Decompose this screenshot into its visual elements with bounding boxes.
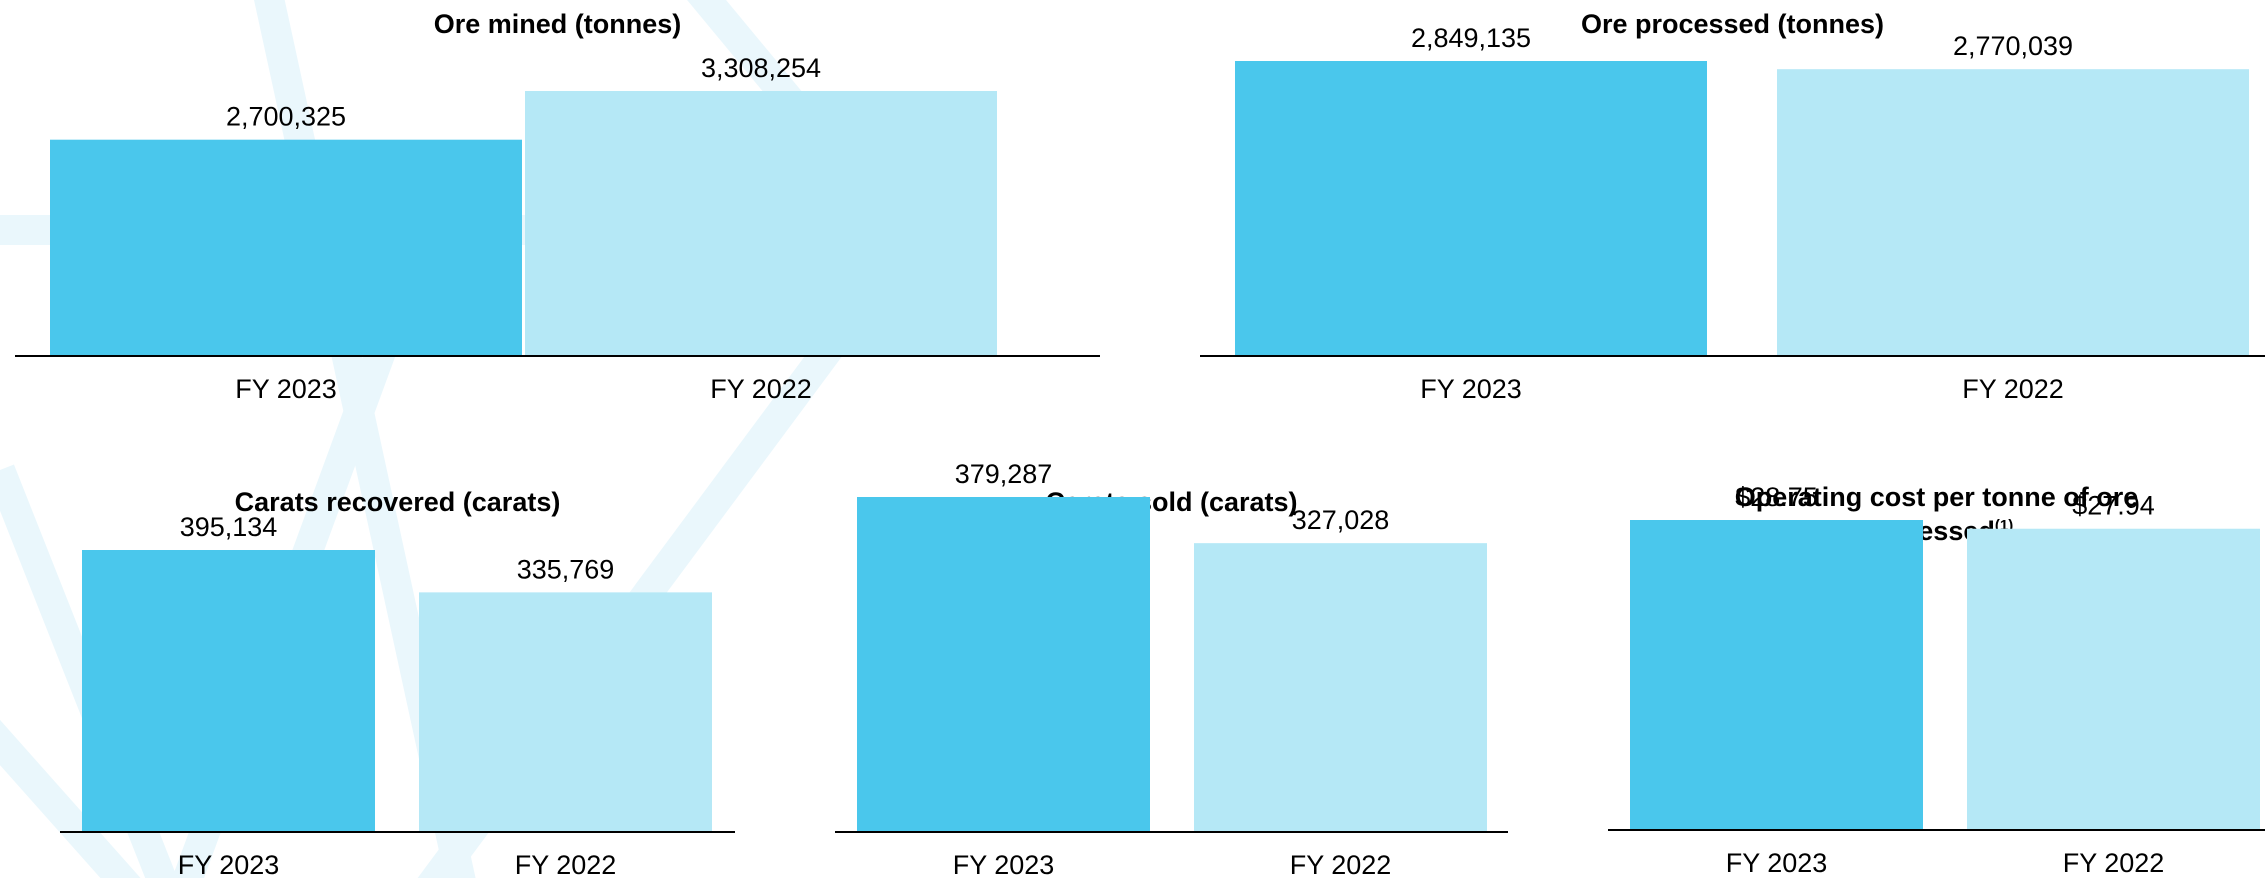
bar-fy-2022 [525, 91, 997, 356]
bar-fy-2022 [1194, 543, 1487, 832]
bar-chart-svg: $28.75 FY 2023 $27.94 FY 2022 [1608, 482, 2265, 878]
data-label: $27.94 [2072, 491, 2155, 521]
x-tick-label: FY 2023 [1420, 374, 1522, 404]
data-label: 2,849,135 [1411, 23, 1531, 53]
chart-carats-sold: Carats sold (carats) 379,287 FY 2023 327,0… [835, 459, 1508, 878]
x-tick-label: FY 2023 [178, 850, 280, 878]
bar-fy-2023 [857, 497, 1150, 832]
chart-operating-cost: Operating cost per tonne of ore processe… [1608, 470, 2265, 878]
bar-fy-2023 [50, 139, 522, 356]
data-label: 335,769 [517, 554, 615, 584]
bar-fy-2022 [1777, 69, 2249, 357]
bar-fy-2023 [82, 550, 375, 832]
bar-fy-2022 [1967, 528, 2260, 830]
x-tick-label: FY 2022 [1962, 374, 2064, 404]
chart-title: Ore processed (tonnes) [1580, 9, 1885, 39]
data-label: 3,308,254 [701, 53, 821, 83]
x-tick-label: FY 2022 [710, 374, 812, 404]
x-tick-label: FY 2023 [953, 850, 1055, 878]
chart-title-line1: Operating cost per tonne of ore [1734, 482, 2139, 512]
x-tick-label: FY 2022 [2063, 848, 2165, 878]
bar-fy-2023 [1630, 520, 1923, 830]
chart-ore-processed: Ore processed (tonnes) 2,849,135 FY 2023 2… [1200, 0, 2265, 410]
data-label: $28.75 [1735, 482, 1818, 512]
x-tick-label: FY 2023 [1726, 848, 1828, 878]
data-label: 2,700,325 [226, 102, 346, 132]
x-tick-label: FY 2023 [235, 374, 337, 404]
bar-chart-svg: 379,287 FY 2023 327,028 FY 2022 [835, 459, 1508, 878]
chart-title: Ore mined (tonnes) [433, 9, 682, 39]
data-label: 2,770,039 [1953, 31, 2073, 61]
bar-fy-2023 [1235, 61, 1707, 356]
chart-title: Carats recovered (carats) [234, 487, 561, 517]
bar-chart-svg: 2,849,135 FY 2023 2,770,039 FY 2022 [1200, 23, 2265, 404]
decor-line [0, 719, 141, 878]
chart-carats-recovered: Carats recovered (carats) 395,134 FY 2023… [60, 470, 735, 878]
x-tick-label: FY 2022 [515, 850, 617, 878]
data-label: 327,028 [1292, 505, 1390, 535]
bar-chart-svg: 395,134 FY 2023 335,769 FY 2022 [60, 512, 735, 878]
bar-fy-2022 [419, 592, 712, 832]
data-label: 395,134 [180, 512, 278, 542]
x-tick-label: FY 2022 [1290, 850, 1392, 878]
chart-ore-mined: Ore mined (tonnes) 2,700,325 FY 2023 3,308… [15, 0, 1100, 410]
data-label: 379,287 [955, 459, 1053, 489]
bar-chart-svg: 2,700,325 FY 2023 3,308,254 FY 2022 [15, 53, 1100, 404]
